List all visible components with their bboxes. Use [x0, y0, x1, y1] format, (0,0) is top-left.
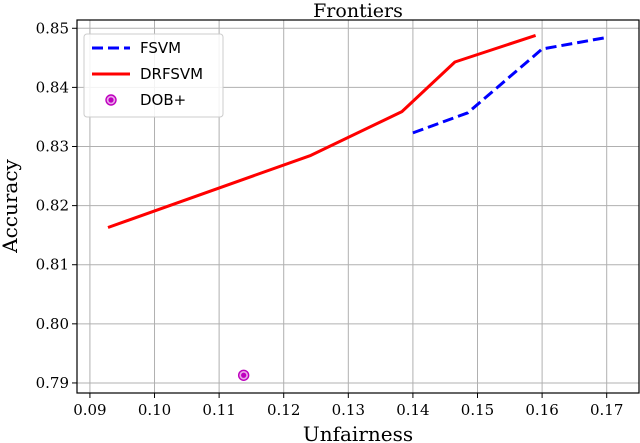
dob-marker-core — [241, 372, 247, 378]
legend-drfsvm-label: DRFSVM — [140, 65, 203, 83]
y-tick-label: 0.83 — [36, 138, 69, 156]
y-tick-label: 0.84 — [36, 78, 69, 96]
y-axis-title: Accuracy — [0, 158, 22, 253]
y-tick-label: 0.82 — [36, 197, 69, 215]
dob-point — [237, 369, 250, 381]
x-tick-label: 0.12 — [267, 401, 300, 419]
y-tick-label: 0.81 — [36, 256, 69, 274]
x-tick-label: 0.14 — [396, 401, 429, 419]
x-tick-label: 0.16 — [525, 401, 558, 419]
y-tick-label: 0.79 — [36, 374, 69, 392]
x-axis-title: Unfairness — [303, 422, 413, 443]
drfsvm-line — [107, 33, 537, 229]
legend: FSVM DRFSVM DOB+ — [83, 33, 224, 118]
x-tick-label: 0.17 — [590, 401, 623, 419]
plot-frame — [76, 19, 640, 394]
x-tick-label: 0.11 — [202, 401, 235, 419]
x-tick-label: 0.09 — [73, 401, 106, 419]
ticks: 0.09 0.10 0.11 0.12 0.13 0.14 0.15 0.16 0.17 0.79… — [36, 19, 624, 419]
legend-dob-label: DOB+ — [140, 91, 186, 109]
y-tick-label: 0.80 — [36, 315, 69, 333]
series-layer — [107, 33, 609, 381]
legend-dob-marker-core — [108, 97, 114, 103]
legend-fsvm-label: FSVM — [140, 39, 181, 57]
chart-title: Frontiers — [313, 0, 403, 22]
legend-box — [83, 33, 224, 118]
x-tick-label: 0.13 — [332, 401, 365, 419]
x-tick-label: 0.15 — [461, 401, 494, 419]
x-tick-label: 0.10 — [138, 401, 171, 419]
y-tick-label: 0.85 — [36, 19, 69, 37]
